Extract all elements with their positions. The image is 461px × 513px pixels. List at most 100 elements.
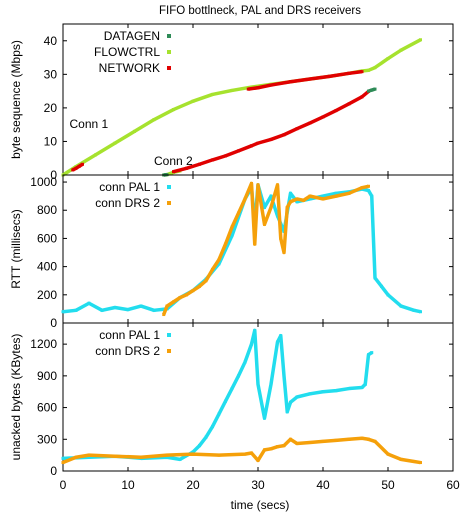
data-point [191, 452, 195, 456]
data-point [328, 74, 331, 78]
data-point [224, 399, 227, 403]
data-point [61, 461, 65, 465]
data-point [74, 308, 78, 312]
series-line [248, 69, 363, 91]
y-axis-label: unacked bytes (KBytes) [9, 334, 23, 461]
data-point [334, 389, 338, 393]
data-point [250, 451, 253, 455]
data-point [165, 453, 169, 457]
data-point [282, 444, 286, 448]
legend-label: conn DRS 2 [95, 196, 160, 210]
data-point [367, 353, 370, 357]
data-point [279, 236, 283, 240]
legend-label: FLOWCTRL [94, 45, 160, 59]
data-point [263, 416, 266, 420]
data-point [373, 87, 377, 91]
y-tick-label: 0 [50, 168, 57, 182]
data-point [419, 310, 422, 314]
y-axis-label: byte sequence (Mbps) [9, 40, 23, 159]
data-point [217, 262, 221, 266]
data-point [191, 289, 195, 293]
data-point [367, 184, 370, 188]
data-point [367, 89, 370, 93]
data-point [363, 382, 367, 386]
annotation: Conn 1 [70, 117, 109, 131]
data-point [256, 141, 260, 145]
data-point [276, 445, 279, 449]
legend-marker [167, 34, 171, 38]
data-point [289, 80, 292, 84]
data-point [246, 87, 250, 91]
data-point [269, 194, 273, 198]
data-point [87, 455, 91, 459]
data-point [360, 436, 364, 440]
data-point [370, 351, 374, 355]
data-point [230, 234, 234, 238]
data-point [152, 118, 156, 122]
data-point [279, 334, 283, 338]
data-point [412, 308, 416, 312]
data-point [308, 197, 312, 201]
legend-marker [167, 349, 171, 353]
data-point [386, 293, 390, 297]
rtt-panel: 0 200 400 600 800 1000 RTT (millisecs) conn PAL… [9, 174, 454, 330]
data-point [370, 194, 374, 198]
data-point [347, 102, 351, 106]
data-point [256, 183, 260, 187]
y-tick-label: 600 [37, 231, 57, 245]
data-point [253, 242, 257, 246]
data-point [269, 83, 273, 87]
data-point [360, 95, 364, 99]
data-point [334, 438, 338, 442]
data-point [152, 308, 156, 312]
data-point [347, 437, 351, 441]
data-point [250, 342, 253, 346]
x-tick-label: 20 [186, 478, 200, 492]
data-point [250, 181, 253, 185]
data-point [87, 453, 91, 457]
data-point [263, 222, 266, 226]
legend-label: NETWORK [99, 61, 160, 75]
data-point [198, 284, 201, 288]
series-line [62, 436, 421, 465]
data-point [211, 92, 214, 96]
data-point [162, 313, 166, 317]
data-point [224, 242, 227, 246]
data-point [71, 168, 75, 172]
data-point [100, 308, 104, 312]
data-point [321, 197, 325, 201]
data-point [126, 308, 130, 312]
data-point [282, 374, 286, 378]
y-tick-label: 1000 [30, 175, 57, 189]
data-point [211, 425, 214, 429]
data-point [367, 189, 370, 193]
data-point [198, 162, 201, 166]
data-point [269, 205, 273, 209]
data-point [276, 214, 279, 218]
data-point [165, 304, 169, 308]
x-axis: 0 10 20 30 40 50 60 [60, 478, 460, 492]
x-tick-label: 40 [316, 478, 330, 492]
data-point [74, 166, 78, 170]
data-point [321, 194, 325, 198]
data-point [289, 200, 292, 204]
data-point [334, 194, 338, 198]
data-point [269, 447, 273, 451]
data-point [282, 133, 286, 137]
data-point [198, 444, 201, 448]
data-point [172, 108, 175, 112]
data-point [295, 200, 299, 204]
data-point [302, 198, 305, 202]
y-tick-label: 0 [50, 464, 57, 478]
data-point [253, 328, 257, 332]
data-point [217, 258, 221, 262]
legend-label: DATAGEN [104, 29, 160, 43]
data-point [230, 387, 234, 391]
data-point [94, 153, 97, 157]
data-point [243, 197, 247, 201]
y-tick-label: 10 [44, 134, 58, 148]
y-tick-label: 200 [37, 288, 57, 302]
data-point [308, 392, 312, 396]
y-tick-label: 30 [44, 67, 58, 81]
data-point [412, 459, 416, 463]
